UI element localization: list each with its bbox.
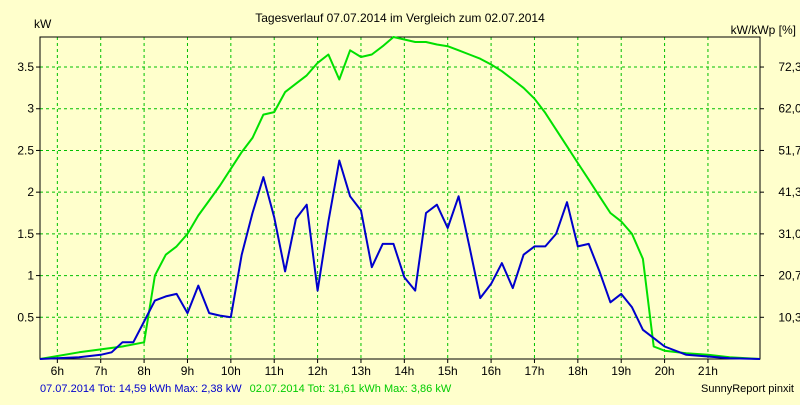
y-tick-label-right: 51,7	[778, 143, 800, 157]
y-tick-label-right: 10,3	[778, 310, 800, 324]
y-tick-label-left: 3	[27, 102, 34, 116]
y-tick-label-left: 2.5	[17, 143, 34, 157]
y-tick-label-left: 3.5	[17, 60, 34, 74]
y-axis-label-right: kW/kWp [%]	[731, 23, 796, 37]
x-tick-label: 15h	[438, 364, 458, 378]
y-tick-label-left: 1	[27, 269, 34, 283]
y-tick-label-right: 20,7	[778, 269, 800, 283]
legend-series-1-text: 07.07.2014 Tot: 14,59 kWh Max: 2,38 kW	[40, 383, 242, 395]
x-tick-label: 12h	[308, 364, 328, 378]
x-tick-label: 11h	[265, 364, 284, 378]
y-axis-label-left: kW	[34, 17, 52, 31]
chart-title: Tagesverlauf 07.07.2014 im Vergleich zum…	[255, 11, 545, 25]
y-tick-label-right: 31,0	[778, 227, 800, 241]
credit-text: SunnyReport pinxit	[701, 383, 794, 395]
x-tick-label: 8h	[137, 364, 150, 378]
x-tick-label: 9h	[181, 364, 194, 378]
y-tick-label-left: 1.5	[17, 227, 34, 241]
y-tick-label-left: 2	[27, 185, 34, 199]
legend-series-1: 07.07.2014 Tot: 14,59 kWh Max: 2,38 kW 0…	[40, 383, 452, 395]
y-tick-label-left: 0.5	[17, 310, 34, 324]
x-tick-label: 19h	[611, 364, 631, 378]
x-tick-label: 10h	[221, 364, 241, 378]
x-tick-label: 20h	[655, 364, 675, 378]
x-tick-label: 14h	[394, 364, 414, 378]
y-tick-label-right: 62,0	[778, 102, 800, 116]
x-tick-label: 7h	[94, 364, 107, 378]
x-tick-label: 13h	[351, 364, 371, 378]
x-tick-label: 21h	[698, 364, 718, 378]
plot-frame	[39, 36, 761, 360]
plot-area: 6h 7h 8h 9h 10h 11h 12h 13h 14h 15h 16h 17h 18h 19h 20…	[17, 36, 800, 378]
series-line-2	[39, 159, 761, 360]
x-tick-label: 17h	[524, 364, 544, 378]
y-tick-label-right: 41,3	[778, 185, 800, 199]
x-tick-label: 16h	[481, 364, 501, 378]
x-tick-label: 6h	[51, 364, 64, 378]
series-line-1	[39, 36, 761, 360]
y-tick-label-right: 72,3	[778, 60, 800, 74]
x-tick-label: 18h	[568, 364, 588, 378]
legend-series-2-text: 02.07.2014 Tot: 31,61 kWh Max: 3,86 kW	[250, 383, 452, 395]
